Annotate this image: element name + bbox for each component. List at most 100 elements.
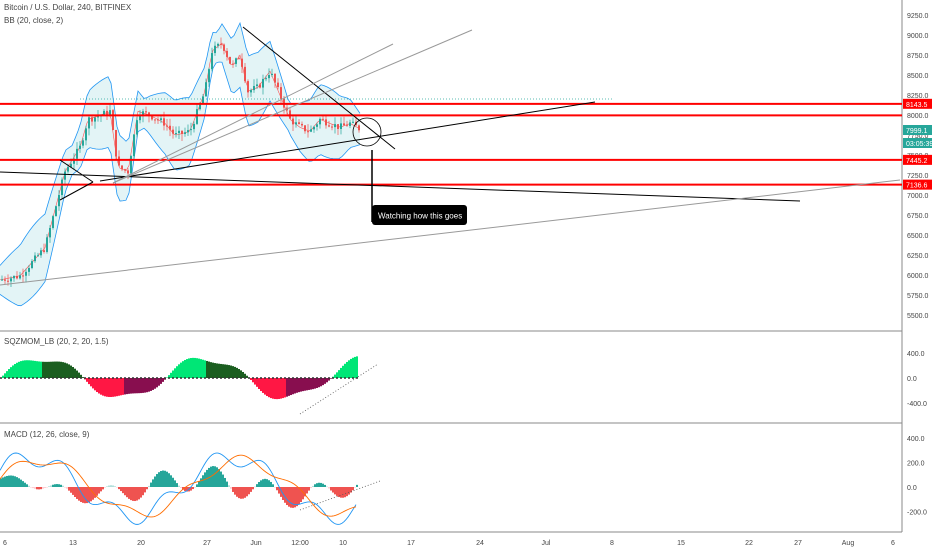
macd-histogram-bar (154, 476, 156, 487)
momentum-bar (356, 356, 358, 378)
macd-tick-label: 200.0 (907, 461, 925, 468)
momentum-bar (342, 365, 344, 378)
momentum-bar (224, 364, 226, 378)
momentum-bar (174, 368, 176, 378)
candle-body (220, 43, 222, 45)
momentum-bar (196, 358, 198, 378)
candle (277, 78, 279, 90)
candle-body (241, 58, 243, 67)
macd-histogram-bar (198, 481, 200, 487)
candle-body (307, 131, 309, 133)
momentum-bar (62, 362, 64, 378)
macd-signal-line (0, 454, 357, 518)
momentum-bar (300, 378, 302, 392)
squeeze-dot (92, 377, 94, 379)
squeeze-dot (352, 377, 354, 379)
macd-histogram-bar (146, 487, 148, 490)
squeeze-dot (140, 377, 142, 379)
macd-histogram-bar (78, 487, 80, 501)
squeeze-dot (240, 377, 242, 379)
squeeze-dot (316, 377, 318, 379)
momentum-bar (226, 364, 228, 378)
macd-histogram-bar (0, 478, 2, 487)
macd-histogram-bar (126, 487, 128, 498)
macd-histogram-bar (328, 487, 330, 489)
candle (268, 68, 270, 83)
momentum-bar (240, 370, 242, 378)
momentum-bar (184, 359, 186, 378)
macd-histogram-bar (244, 487, 246, 498)
macd-histogram-bar (52, 484, 54, 487)
candle-body (115, 130, 117, 157)
squeeze-dot (36, 377, 38, 379)
macd-histogram-bar (148, 485, 150, 487)
price-tick-label: 7250.0 (907, 173, 929, 180)
macd-histogram-bar (292, 487, 294, 508)
momentum-bar (54, 361, 56, 378)
channel-line-b (112, 29, 473, 184)
macd-histogram-bar (324, 484, 326, 487)
candle-body (166, 125, 168, 127)
squeeze-dot (20, 377, 22, 379)
candle (340, 117, 342, 135)
macd-histogram-bar (54, 484, 56, 487)
candle-body (232, 63, 234, 65)
bb-legend: BB (20, close, 2) (4, 16, 64, 25)
candle-body (211, 53, 213, 70)
macd-histogram-bar (40, 487, 42, 490)
candle-body (358, 125, 360, 131)
macd-histogram-bar (304, 487, 306, 497)
momentum-bar (126, 378, 128, 395)
candle-body (259, 84, 261, 88)
squeeze-dot (220, 377, 222, 379)
candle (10, 276, 12, 287)
candle (127, 168, 129, 180)
macd-histogram-bar (158, 472, 160, 487)
macd-histogram-bar (110, 485, 112, 487)
squeeze-dot (120, 377, 122, 379)
candle (244, 62, 246, 84)
macd-histogram-bar (132, 487, 134, 501)
macd-histogram-bar (116, 487, 118, 488)
macd-histogram-bar (150, 482, 152, 487)
macd-histogram-bar (56, 484, 58, 487)
candle (49, 225, 51, 243)
candle-body (292, 118, 294, 125)
bollinger-lower-line (0, 61, 361, 307)
squeeze-dot (284, 377, 286, 379)
squeeze-dot (12, 377, 14, 379)
momentum-bar (14, 363, 16, 378)
squeeze-dot (256, 377, 258, 379)
momentum-bar (78, 372, 80, 378)
momentum-bar (20, 361, 22, 378)
macd-histogram-bar (42, 487, 44, 489)
macd-histogram-bar (184, 487, 186, 491)
momentum-bar (8, 369, 10, 378)
candle (238, 55, 240, 60)
macd-line (0, 452, 357, 525)
momentum-bar (264, 378, 266, 395)
macd-histogram-bar (72, 487, 74, 495)
candle (43, 243, 45, 254)
momentum-bar (242, 371, 244, 378)
candle (55, 205, 57, 217)
candle (307, 124, 309, 138)
price-tag: 7445.2 (903, 154, 932, 165)
squeeze-dot (292, 377, 294, 379)
candle (187, 124, 189, 136)
macd-histogram-bar (288, 487, 290, 507)
squeeze-dot (164, 377, 166, 379)
momentum-bar (252, 378, 254, 383)
macd-histogram-bar (294, 487, 296, 508)
squeeze-dot (132, 377, 134, 379)
candle (214, 41, 216, 56)
momentum-bar (130, 378, 132, 394)
candle (145, 106, 147, 115)
candle (73, 153, 75, 170)
momentum-bar (110, 378, 112, 397)
macd-histogram-bar (22, 481, 24, 487)
momentum-bar (190, 358, 192, 378)
macd-histogram-bar (152, 479, 154, 487)
candle-body (130, 156, 132, 174)
